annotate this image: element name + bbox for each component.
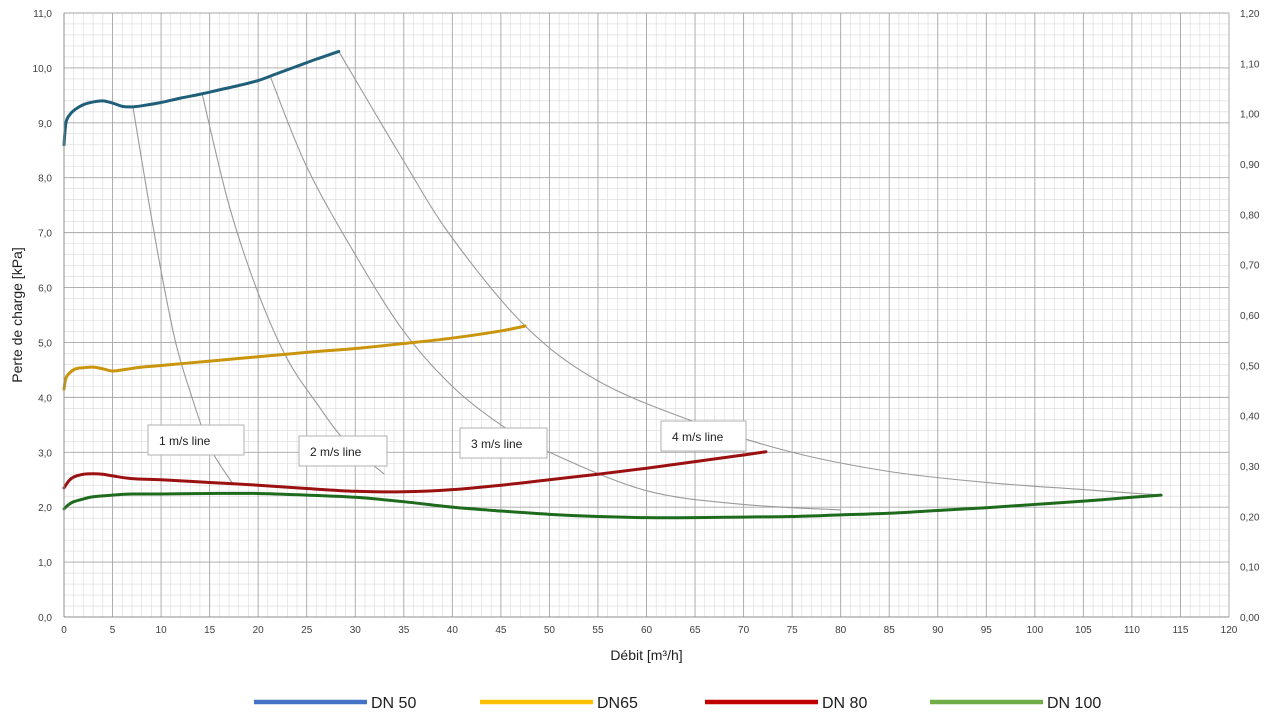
y2-tick-label: 0,60	[1240, 311, 1260, 322]
x-tick-label: 15	[204, 625, 216, 636]
x-tick-label: 70	[738, 625, 750, 636]
legend-label-3: DN 80	[822, 695, 867, 712]
legend-label-2: DN65	[597, 695, 638, 712]
y-tick-label: 6,0	[38, 284, 52, 295]
y-tick-label: 1,0	[38, 558, 52, 569]
x-tick-label: 90	[932, 625, 944, 636]
y-tick-label: 0,0	[38, 613, 52, 624]
velocity-label-3: 3 m/s line	[471, 437, 523, 451]
x-tick-label: 25	[301, 625, 313, 636]
y-tick-label: 7,0	[38, 229, 52, 240]
y-tick-label: 8,0	[38, 174, 52, 185]
x-tick-label: 95	[981, 625, 993, 636]
series-line-4	[62, 491, 1163, 520]
y-axis-title: Perte de charge [kPa]	[9, 247, 25, 382]
x-tick-label: 50	[544, 625, 556, 636]
y-tick-label: 4,0	[38, 393, 52, 404]
series-line-1	[62, 49, 341, 147]
annotation-layer: 1 m/s line 2 m/s line 3 m/s line 4 m/s line	[147, 420, 747, 467]
x-tick-label: 40	[447, 625, 459, 636]
y-tick-label: 11,0	[33, 9, 52, 20]
x-tick-label: 75	[787, 625, 799, 636]
x-tick-label: 20	[253, 625, 265, 636]
y2-tick-label: 0,50	[1240, 361, 1260, 372]
x-tick-label: 45	[495, 625, 507, 636]
velocity-label-2: 2 m/s line	[310, 445, 362, 459]
y2-tick-label: 0,20	[1240, 512, 1260, 523]
x-tick-label: 65	[689, 625, 701, 636]
velocity-label-1: 1 m/s line	[159, 434, 211, 448]
y2-tick-label: 0,70	[1240, 261, 1260, 272]
y2-tick-label: 0,90	[1240, 160, 1260, 171]
x-tick-label: 80	[835, 625, 847, 636]
velocity-label-box-4	[660, 420, 747, 452]
y2-tick-label: 1,10	[1240, 59, 1260, 70]
velocity-line-4	[338, 51, 1162, 496]
velocity-label-box-1	[147, 424, 245, 456]
x-tick-label: 105	[1075, 625, 1092, 636]
legend: DN 50 DN65 DN 80 DN 100	[254, 695, 1101, 712]
x-tick-label: 35	[398, 625, 410, 636]
y2-tick-label: 0,00	[1240, 613, 1260, 624]
x-tick-label: 55	[592, 625, 604, 636]
y2-tick-label: 0,40	[1240, 412, 1260, 423]
y2-tick-label: 0,10	[1240, 563, 1260, 574]
series-line-2	[62, 324, 527, 391]
y-tick-label: 10,0	[33, 64, 53, 75]
y-tick-label: 2,0	[38, 503, 52, 514]
series-layer	[62, 49, 1163, 520]
x-tick-label: 110	[1124, 625, 1140, 636]
velocity-line-3	[270, 77, 841, 511]
x-tick-label: 85	[884, 625, 896, 636]
legend-label-1: DN 50	[371, 695, 416, 712]
y2-tick-label: 1,00	[1240, 110, 1260, 121]
legend-label-4: DN 100	[1047, 695, 1101, 712]
velocity-label-box-2	[298, 435, 388, 467]
x-tick-label: 5	[110, 625, 116, 636]
x-tick-label: 120	[1221, 625, 1238, 636]
y2-tick-label: 0,30	[1240, 462, 1260, 473]
x-axis-title: Débit [m³/h]	[610, 647, 682, 663]
y-tick-label: 5,0	[38, 338, 52, 349]
x-tick-label: 60	[641, 625, 653, 636]
x-tick-label: 115	[1172, 625, 1188, 636]
y2-tick-label: 1,20	[1240, 9, 1260, 20]
series-line-3	[62, 450, 768, 494]
y-tick-label: 9,0	[38, 119, 52, 130]
axis-layer: 0 5 10 15 20 25 30 35 40 45 50 55 60 65 70 75 80 85 90 95 10…	[9, 9, 1260, 663]
velocity-label-box-3	[459, 427, 548, 459]
x-tick-label: 100	[1026, 625, 1043, 636]
x-tick-label: 0	[61, 625, 67, 636]
y-tick-label: 3,0	[38, 448, 52, 459]
y2-tick-label: 0,80	[1240, 210, 1260, 221]
velocity-label-4: 4 m/s line	[672, 430, 724, 444]
grid-layer	[63, 12, 1230, 618]
x-tick-label: 30	[350, 625, 362, 636]
x-tick-label: 10	[156, 625, 168, 636]
